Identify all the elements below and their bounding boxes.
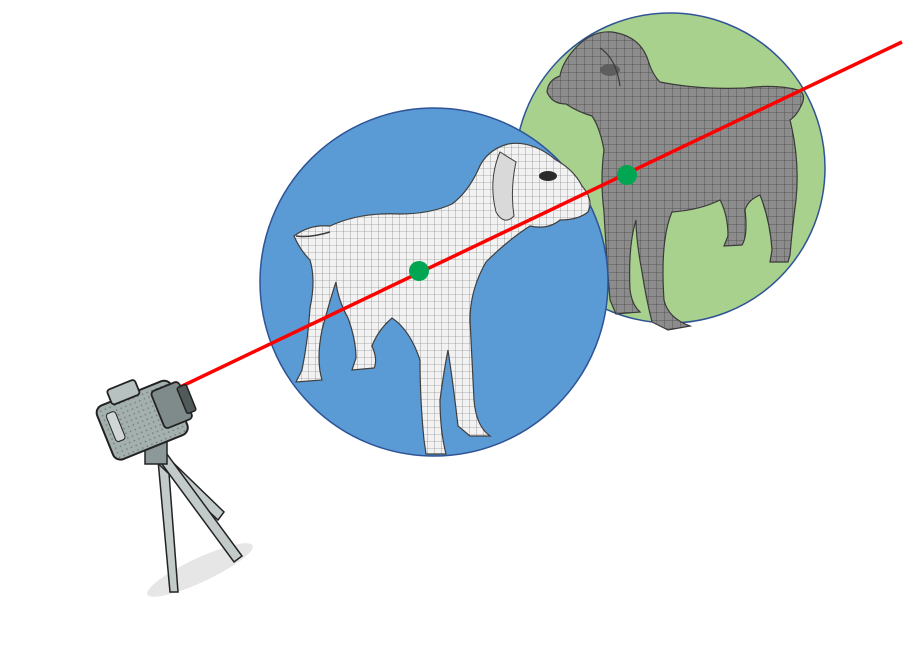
white-mesh-dog-icon bbox=[293, 142, 591, 455]
camera-on-tripod-icon bbox=[95, 379, 253, 597]
gray-mesh-dog-icon bbox=[546, 31, 805, 331]
camera-ray bbox=[177, 40, 903, 390]
back-intersection-point bbox=[617, 165, 637, 185]
front-intersection-point bbox=[409, 261, 429, 281]
